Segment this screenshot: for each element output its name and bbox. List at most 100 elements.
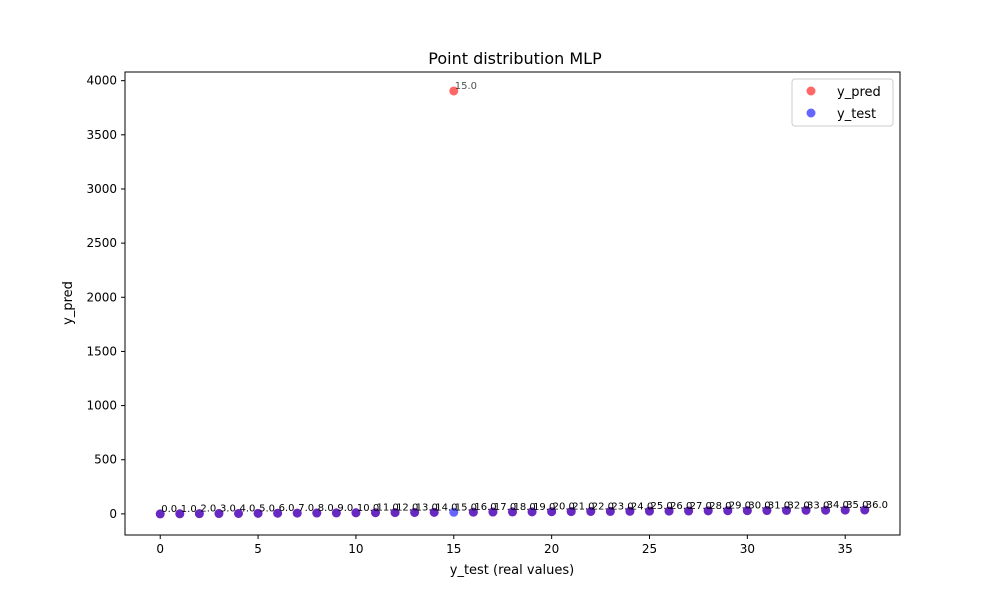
point-y-test (312, 508, 322, 518)
data-label-y-test: 2.0 (200, 504, 216, 515)
legend: y_pred y_test (791, 78, 894, 127)
y-tick-label: 2000 (86, 290, 117, 304)
x-tick-label: 20 (544, 542, 559, 556)
x-tick-label: 35 (838, 542, 853, 556)
point-y-test (742, 506, 752, 516)
point-y-test (175, 509, 185, 519)
data-label-y-test: 6.0 (279, 503, 295, 514)
y-tick-label: 3500 (86, 128, 117, 142)
data-label-y-test: 20.0 (553, 502, 575, 513)
point-y-test (390, 508, 400, 518)
point-y-test (644, 506, 654, 516)
legend-label-y-test: y_test (837, 107, 876, 122)
data-label-y-test: 7.0 (298, 503, 314, 514)
point-y-test (273, 508, 283, 518)
point-y-test (723, 506, 733, 516)
y-tick-label: 2500 (86, 236, 117, 250)
data-label-y-test: 3.0 (220, 504, 236, 515)
data-label-y-test: 21.0 (572, 502, 594, 513)
data-label-y-test: 32.0 (787, 500, 809, 511)
legend-label-y-pred: y_pred (837, 85, 881, 100)
y-tick-label: 500 (94, 453, 117, 467)
data-label-y-test: 25.0 (650, 501, 672, 512)
legend-marker-y-test (806, 108, 816, 118)
point-y-test (351, 508, 361, 518)
data-label-y-test: 23.0 (611, 501, 633, 512)
point-y-test (547, 507, 557, 517)
data-label-y-test: 34.0 (827, 500, 849, 511)
legend-marker-y-pred (806, 86, 816, 96)
point-y-test (586, 506, 596, 516)
data-label-y-test: 24.0 (631, 501, 653, 512)
point-y-test (292, 508, 302, 518)
point-y-test (371, 508, 381, 518)
point-y-test (331, 508, 341, 518)
data-label-y-test: 26.0 (670, 501, 692, 512)
data-label-y-test: 36.0 (866, 500, 888, 511)
data-label-y-test: 28.0 (709, 501, 731, 512)
data-label-y-test: 31.0 (768, 501, 790, 512)
data-label-y-test: 5.0 (259, 503, 275, 514)
point-y-test (410, 507, 420, 517)
point-y-test (762, 506, 772, 516)
point-y-test (527, 507, 537, 517)
data-label-y-test: 22.0 (592, 501, 614, 512)
point-y-test (821, 505, 831, 515)
x-axis-label: y_test (real values) (450, 563, 574, 578)
point-y-test (468, 507, 478, 517)
x-tick-label: 15 (446, 542, 461, 556)
point-y-test (860, 505, 870, 515)
point-y-test (703, 506, 713, 516)
data-label-y-test: 10.0 (357, 503, 379, 514)
point-y-test (429, 507, 439, 517)
point-y-test (625, 506, 635, 516)
data-label-y-test: 17.0 (494, 502, 516, 513)
point-y-test (234, 508, 244, 518)
legend-box (791, 78, 894, 127)
data-label-y-test: 35.0 (846, 500, 868, 511)
y-tick-label: 1500 (86, 344, 117, 358)
point-y-test (194, 509, 204, 519)
point-y-test (214, 509, 224, 519)
data-label-y-test: 16.0 (474, 502, 496, 513)
data-label-y-test: 33.0 (807, 500, 829, 511)
point-y-test (605, 506, 615, 516)
chart-title: Point distribution MLP (428, 49, 602, 68)
data-label-y-test: 14.0 (435, 502, 457, 513)
point-y-test (449, 507, 459, 517)
x-tick-label: 0 (156, 542, 164, 556)
data-label-y-test: 13.0 (416, 502, 438, 513)
y-tick-label: 0 (109, 507, 117, 521)
point-y-test (566, 507, 576, 517)
data-label-y-test: 30.0 (748, 501, 770, 512)
x-tick-label: 5 (254, 542, 262, 556)
y-tick-label: 4000 (86, 74, 117, 88)
data-label-y-test: 4.0 (240, 503, 256, 514)
data-label-y-test: 12.0 (396, 503, 418, 514)
data-label-y-test: 1.0 (181, 504, 197, 515)
data-label-y-pred: 15.0 (455, 81, 477, 92)
data-label-y-test: 29.0 (729, 501, 751, 512)
point-y-test (155, 509, 165, 519)
data-label-y-test: 18.0 (514, 502, 536, 513)
plot-area: 0.0 1.0 2.0 3.0 4.0 5.0 6.0 7.0 8.0 9.0 10.011.012… (155, 81, 888, 519)
y-axis-label: y_pred (61, 281, 76, 325)
point-y-test (684, 506, 694, 516)
data-label-y-test: 11.0 (377, 503, 399, 514)
point-y-test (488, 507, 498, 517)
x-tick-label: 30 (740, 542, 755, 556)
x-tick-label: 10 (348, 542, 363, 556)
point-y-pred (449, 86, 459, 96)
point-y-test (508, 507, 517, 517)
data-label-y-test: 19.0 (533, 502, 555, 513)
point-y-test (781, 505, 791, 515)
data-label-y-test: 0.0 (161, 504, 177, 515)
data-label-y-test: 27.0 (690, 501, 712, 512)
plot-frame (124, 71, 901, 536)
point-y-test (801, 505, 811, 515)
data-label-y-test: 15.0 (455, 502, 477, 513)
point-y-test (840, 505, 850, 515)
point-y-test (253, 508, 263, 518)
data-label-y-test: 9.0 (337, 503, 353, 514)
